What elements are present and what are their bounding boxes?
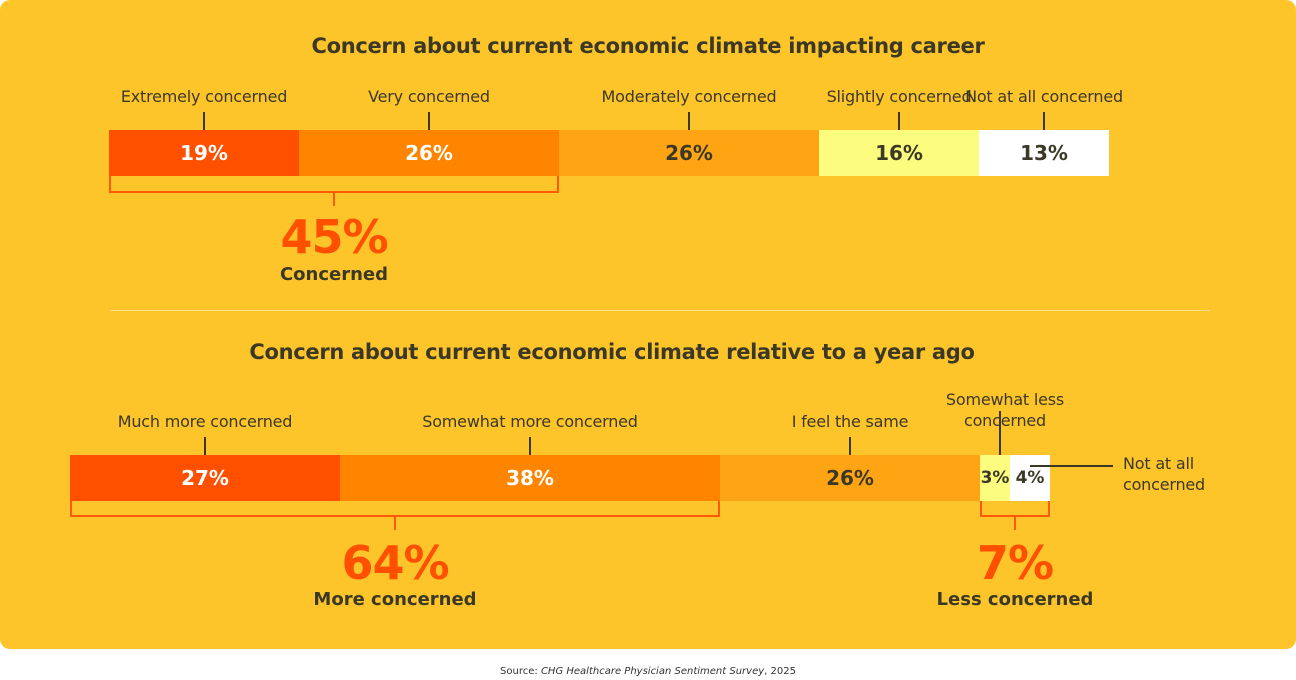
leader-line — [688, 112, 690, 130]
category-label: Much more concerned — [118, 411, 293, 432]
category-label: Very concerned — [368, 87, 490, 106]
category-label: Not at all concerned — [1123, 453, 1205, 495]
group-total: 45% — [280, 210, 388, 264]
group-label: More concerned — [313, 589, 477, 610]
category-label: Somewhat less concerned — [946, 389, 1064, 431]
chart-1-title: Concern about current economic climate i… — [311, 34, 985, 58]
category-label-line: Somewhat more concerned — [422, 412, 638, 431]
bracket-stem — [394, 517, 396, 530]
bar-segment: 26% — [559, 130, 819, 176]
bar-segment: 4% — [1010, 455, 1050, 501]
bracket-stem — [1014, 517, 1016, 530]
leader-line — [529, 437, 531, 455]
category-label-line: concerned — [963, 411, 1047, 430]
category-label: Slightly concerned — [826, 87, 972, 106]
category-label: Extremely concerned — [120, 87, 288, 106]
bar-segment: 38% — [340, 455, 720, 501]
category-label: Not at all concerned — [965, 87, 1123, 106]
bar-segment: 13% — [979, 130, 1109, 176]
chart-2-title: Concern about current economic climate r… — [249, 340, 975, 364]
category-label: I feel the same — [792, 411, 909, 432]
group-total: 64% — [341, 536, 449, 590]
leader-line — [428, 112, 430, 130]
bar-segment: 19% — [109, 130, 299, 176]
source-name: CHG Healthcare Physician Sentiment Surve… — [540, 666, 765, 677]
category-label-line: I feel the same — [791, 412, 909, 431]
group-bracket — [980, 501, 1050, 517]
group-label: Concerned — [279, 264, 389, 285]
category-label-line: concerned — [1123, 475, 1206, 494]
bar-segment: 26% — [299, 130, 559, 176]
bracket-stem — [333, 193, 335, 206]
group-label: Less concerned — [936, 589, 1094, 610]
leader-line — [898, 112, 900, 130]
leader-line — [1030, 465, 1113, 467]
category-label-line: Somewhat less — [945, 390, 1065, 409]
leader-line — [1043, 112, 1045, 130]
group-bracket — [109, 176, 559, 193]
infographic-card — [0, 0, 1296, 649]
group-bracket — [70, 501, 720, 517]
bar-segment: 27% — [70, 455, 340, 501]
category-label-line: Much more concerned — [117, 412, 293, 431]
leader-line — [204, 437, 206, 455]
bar-segment: 16% — [819, 130, 979, 176]
source-note: Source: CHG Healthcare Physician Sentime… — [500, 666, 796, 677]
leader-line — [203, 112, 205, 130]
category-label: Somewhat more concerned — [422, 411, 638, 432]
bar-segment: 26% — [720, 455, 980, 501]
group-total: 7% — [976, 536, 1054, 590]
category-label: Moderately concerned — [601, 87, 777, 106]
bar-segment: 3% — [980, 455, 1010, 501]
leader-line — [999, 411, 1001, 455]
category-label-line: Not at all — [1123, 454, 1194, 473]
leader-line — [849, 437, 851, 455]
divider — [110, 310, 1210, 311]
